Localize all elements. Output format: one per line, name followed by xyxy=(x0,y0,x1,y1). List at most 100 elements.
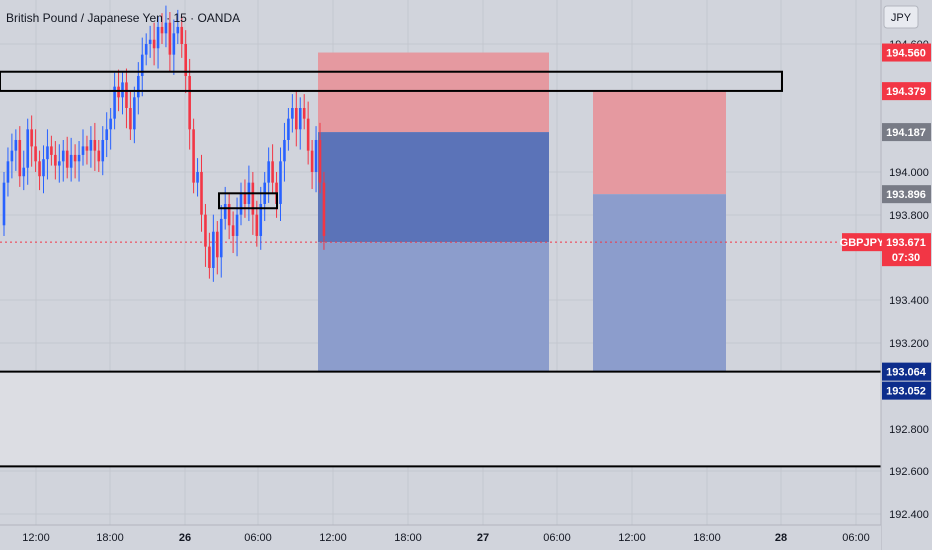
candle-body xyxy=(125,82,128,108)
candle-body xyxy=(117,86,120,98)
candle-body xyxy=(196,171,199,183)
candle-body xyxy=(223,203,227,219)
price-tick-label: 192.600 xyxy=(889,466,929,478)
last-price-badge xyxy=(882,233,931,267)
candle-body xyxy=(180,26,184,44)
price-tick-label: 193.200 xyxy=(889,338,929,350)
time-axis-label: 27 xyxy=(477,532,489,544)
price-tick-label: 193.800 xyxy=(889,210,929,222)
time-axis-panel[interactable] xyxy=(0,525,881,550)
candle-body xyxy=(85,146,89,151)
candle-body xyxy=(69,154,73,168)
candle-body xyxy=(50,146,53,155)
candle-body xyxy=(46,146,49,160)
candle-body xyxy=(204,214,207,247)
support-zone xyxy=(0,371,881,467)
candle-body xyxy=(137,75,140,98)
candle-body xyxy=(314,139,318,172)
candle-body xyxy=(251,182,255,215)
price-tick-label: 194.000 xyxy=(889,167,929,179)
drawing-objects[interactable] xyxy=(0,70,881,468)
price-badge-label: 193.052 xyxy=(886,386,926,398)
rectangle-drawing[interactable] xyxy=(0,70,783,92)
candle-body xyxy=(65,150,69,168)
candle-body xyxy=(219,218,223,258)
time-axis-label: 12:00 xyxy=(618,532,646,544)
chart-title: British Pound / Japanese Yen · 15 · OAND… xyxy=(6,11,240,25)
position-zones[interactable] xyxy=(318,52,726,372)
candle-body xyxy=(283,139,286,162)
candle-body xyxy=(188,75,191,130)
candle-body xyxy=(2,182,6,226)
time-axis-labels: 12:00 18:00 26 06:00 12:00 18:00 27 06:00 12:00 1… xyxy=(22,532,870,544)
candle-body xyxy=(306,118,310,151)
candle-body xyxy=(172,33,176,55)
price-axis-badges: 194.560 194.379 194.187 193.896 193.064 193.0… xyxy=(840,43,931,400)
candle-body xyxy=(271,161,274,183)
candle-body xyxy=(140,54,144,76)
candle-body xyxy=(243,193,247,204)
candle-body xyxy=(38,161,41,177)
price-badge-label: 194.187 xyxy=(886,127,926,139)
price-tick-label: 192.800 xyxy=(889,424,929,436)
candle-body xyxy=(164,22,168,34)
zone-target-1-upper[interactable] xyxy=(318,132,549,243)
candle-body xyxy=(318,139,322,183)
rectangle-drawing[interactable] xyxy=(218,192,278,210)
candle-body xyxy=(14,139,18,151)
time-axis-label: 06:00 xyxy=(842,532,870,544)
candle-body xyxy=(255,214,259,236)
candle-body xyxy=(6,161,10,183)
price-badge-label: 193.896 xyxy=(886,189,926,201)
candle-body xyxy=(30,129,33,147)
price-badge-label: 193.064 xyxy=(886,367,927,379)
candle-body xyxy=(148,39,152,44)
zone-target-1-lower[interactable] xyxy=(318,242,549,372)
candle-body xyxy=(279,161,282,204)
time-axis-label: 12:00 xyxy=(22,532,50,544)
candle-body xyxy=(298,107,302,130)
candle-body xyxy=(184,44,187,76)
zone-target-2[interactable] xyxy=(593,194,726,372)
price-badge xyxy=(882,43,931,62)
candlesticks xyxy=(2,5,326,282)
candle-body xyxy=(133,97,136,130)
candle-body xyxy=(81,146,85,155)
candle-body xyxy=(235,214,239,236)
candle-body xyxy=(160,26,164,34)
time-axis-label: 18:00 xyxy=(96,532,124,544)
price-badge xyxy=(882,123,931,142)
candle-body xyxy=(156,26,160,49)
currency-button[interactable]: JPY xyxy=(883,5,919,29)
candle-body xyxy=(93,139,97,151)
candle-body xyxy=(152,39,156,49)
price-badge-label: 194.379 xyxy=(886,86,926,98)
last-price-label: 193.671 xyxy=(886,237,926,249)
time-axis-label: 12:00 xyxy=(319,532,347,544)
candle-body xyxy=(227,203,231,226)
zone-stop-2[interactable] xyxy=(593,91,726,195)
candle-body xyxy=(61,150,65,162)
time-axis-label: 18:00 xyxy=(394,532,422,544)
candle-body xyxy=(295,107,298,130)
candle-body xyxy=(54,154,57,166)
symbol-label: GBPJPY xyxy=(840,237,885,249)
zone-stop-1[interactable] xyxy=(318,52,549,133)
price-badge xyxy=(882,381,931,400)
candle-body xyxy=(144,44,148,55)
price-badge xyxy=(882,185,931,204)
candle-body xyxy=(216,231,219,258)
candle-body xyxy=(200,171,203,215)
candle-body xyxy=(105,129,108,140)
candle-body xyxy=(168,22,172,55)
candle-body xyxy=(26,129,29,168)
candle-body xyxy=(77,154,81,162)
price-tick-label: 193.400 xyxy=(889,295,929,307)
candle-body xyxy=(113,86,116,119)
candle-body xyxy=(42,159,45,177)
candle-body xyxy=(121,82,124,98)
candle-body xyxy=(302,107,306,119)
time-axis-label: 26 xyxy=(179,532,191,544)
candle-body xyxy=(267,161,270,183)
